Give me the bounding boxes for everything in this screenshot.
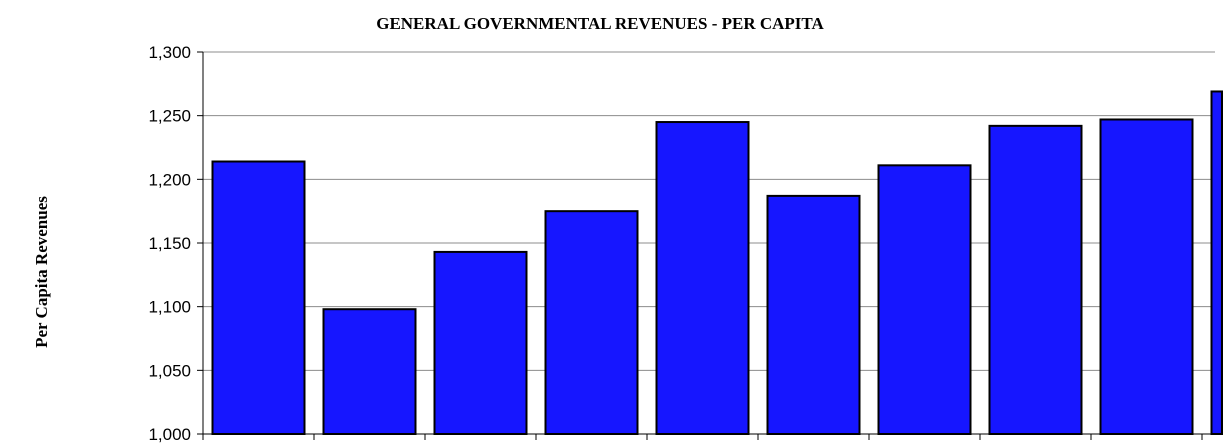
y-tick-label: 1,050 [148, 361, 191, 380]
y-tick-label: 1,150 [148, 234, 191, 253]
axes [202, 52, 1215, 440]
bar [766, 194, 861, 435]
y-tick-label: 1,250 [148, 107, 191, 126]
y-axis-ticks: 1,000 1,050 1,100 1,150 1,200 1,250 1,300 [148, 43, 203, 444]
y-tick-label: 1,300 [148, 43, 191, 62]
bar [433, 250, 528, 435]
bar [322, 308, 417, 436]
bar [544, 210, 639, 435]
y-tick-label: 1,100 [148, 298, 191, 317]
bars [211, 90, 1223, 436]
bar [877, 164, 972, 435]
chart-title: GENERAL GOVERNMENTAL REVENUES - PER CAPI… [376, 14, 824, 33]
bar [1099, 118, 1194, 435]
bar [211, 160, 306, 436]
bar [655, 121, 750, 436]
y-tick-label: 1,000 [148, 425, 191, 444]
bar [1210, 90, 1223, 436]
bar [988, 124, 1083, 435]
y-tick-label: 1,200 [148, 170, 191, 189]
